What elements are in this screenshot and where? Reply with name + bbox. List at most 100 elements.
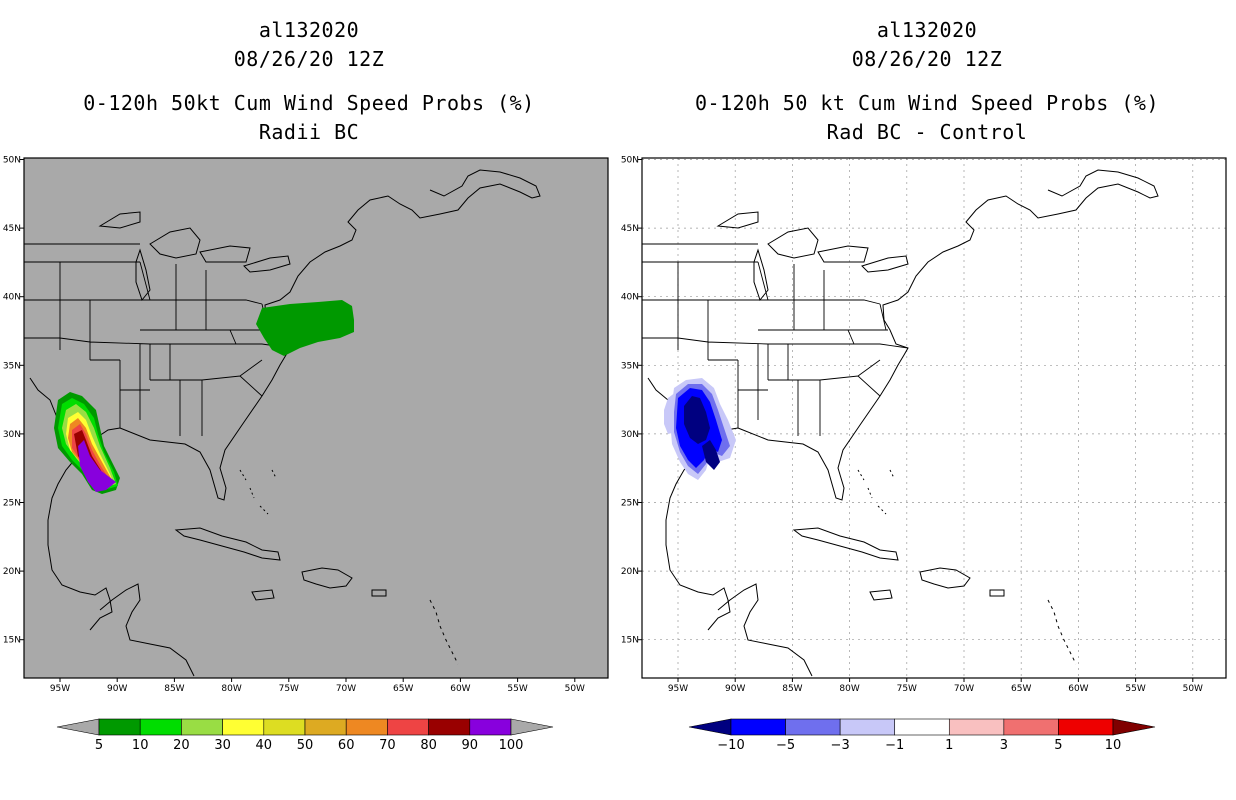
colorbar-label: 80 [420,738,437,753]
colorbar-under-arrow [56,718,100,736]
lat-label: 25N [621,499,639,509]
lon-label: 55W [1125,684,1145,694]
map-background [24,158,608,678]
lon-label: 95W [50,684,70,694]
colorbar-label: −10 [717,738,744,753]
colorbar-swatch [98,718,141,736]
colorbar-label: 70 [379,738,396,753]
lon-label: 65W [393,684,413,694]
lat-label: 20N [621,567,639,577]
lon-label: 75W [897,684,917,694]
colorbar-label: 50 [297,738,314,753]
lat-label: 35N [621,361,639,371]
colorbar-label: 60 [338,738,355,753]
colorbar-under-arrow [688,718,732,736]
colorbar-swatch [839,718,896,736]
diff-below-minus10-region [702,440,720,470]
lon-label: 55W [507,684,527,694]
colorbar-label: −1 [885,738,904,753]
lat-label: 50N [621,156,639,166]
colorbar-label: 1 [945,738,953,753]
colorbar-swatch [387,718,429,736]
lon-label: 85W [164,684,184,694]
colorbar-over-arrow [510,718,554,736]
product-title: 0-120h 50 kt Cum Wind Speed Probs (%) [694,91,1160,115]
state-borders [642,243,909,436]
panel-subtitle: Radii BC [258,120,360,144]
lon-label: 70W [336,684,356,694]
panel-rad-bc-control: al132020 08/26/20 12Z 0-120h 50 kt Cum W… [618,0,1236,800]
colorbar-swatch [304,718,347,736]
colorbar-swatch [948,718,1005,736]
lon-label: 50W [565,684,585,694]
colorbar-swatch [139,718,182,736]
colorbar-label: 100 [499,738,524,753]
colorbar-swatch [263,718,306,736]
lon-label: 65W [1011,684,1031,694]
lat-label: 45N [3,224,21,234]
lat-label: 40N [3,293,21,303]
difference-shading [664,378,736,480]
colorbar: −10 −5 −3 −1 1 3 5 10 [688,718,1156,753]
latitude-labels: 50N 45N 40N 35N 30N 25N 20N 15N [3,156,24,646]
lon-label: 85W [782,684,802,694]
colorbar-label: 10 [132,738,149,753]
colorbar-label: 90 [462,738,479,753]
colorbar-swatch [181,718,223,736]
lat-label: 20N [3,567,21,577]
diff-below-minus10-region [684,396,710,444]
lon-label: 95W [668,684,688,694]
lat-label: 40N [621,293,639,303]
colorbar-swatch [428,718,471,736]
colorbar-label: 30 [214,738,231,753]
prob-90-100-region [78,440,116,492]
lat-label: 45N [621,224,639,234]
colorbar-swatch [222,718,265,736]
state-borders [24,243,291,436]
lon-label: 90W [725,684,745,694]
colorbar-swatch [785,718,841,736]
prob-5-10-region [256,300,354,356]
colorbar-swatch [730,718,786,736]
lon-label: 75W [279,684,299,694]
lon-label: 80W [839,684,859,694]
colorbar-label: 5 [95,738,103,753]
longitude-labels: 95W 90W 85W 80W 75W 70W 65W 60W 55W 50W [668,678,1203,694]
map-frame [23,157,609,679]
colorbar-over-arrow [1112,718,1156,736]
storm-id: al132020 [876,18,978,42]
lon-label: 50W [1183,684,1203,694]
longitude-labels: 95W 90W 85W 80W 75W 70W 65W 60W 55W 50W [50,678,585,694]
panel-subtitle: Rad BC - Control [826,120,1028,144]
colorbar-label: 40 [256,738,273,753]
panel-radii-bc: al132020 08/26/20 12Z 0-120h 50kt Cum Wi… [3,18,609,753]
colorbar-swatch [469,718,512,736]
product-title: 0-120h 50kt Cum Wind Speed Probs (%) [83,91,535,115]
map-frame [641,157,1227,679]
colorbar-label: −3 [831,738,850,753]
coastlines [647,169,1159,677]
lat-label: 50N [3,156,21,166]
probability-shading [54,300,354,494]
lon-label: 70W [954,684,974,694]
map-background [642,158,1226,678]
colorbar-label: 3 [1000,738,1008,753]
lat-label: 15N [621,636,639,646]
colorbar-label: 5 [1054,738,1062,753]
colorbar-label: 10 [1105,738,1122,753]
colorbar-swatch [894,718,950,736]
lat-label: 30N [3,430,21,440]
lon-label: 90W [107,684,127,694]
lat-label: 35N [3,361,21,371]
datetime: 08/26/20 12Z [233,47,385,71]
lon-label: 60W [450,684,470,694]
map-radii-bc: 50N 45N 40N 35N 30N 25N 20N 15N 95W 90W 85W 80W 75W… [3,156,609,753]
colorbar: 5 10 20 30 40 50 60 70 80 90 100 [56,718,554,753]
lat-label: 15N [3,636,21,646]
lat-label: 25N [3,499,21,509]
lat-label: 30N [621,430,639,440]
lon-label: 60W [1068,684,1088,694]
map-rad-bc-control: 50N 45N 40N 35N 30N 25N 20N 15N 95W 90W 85W 80W 75W… [621,156,1227,753]
colorbar-swatch [1058,718,1114,736]
storm-id: al132020 [258,18,360,42]
